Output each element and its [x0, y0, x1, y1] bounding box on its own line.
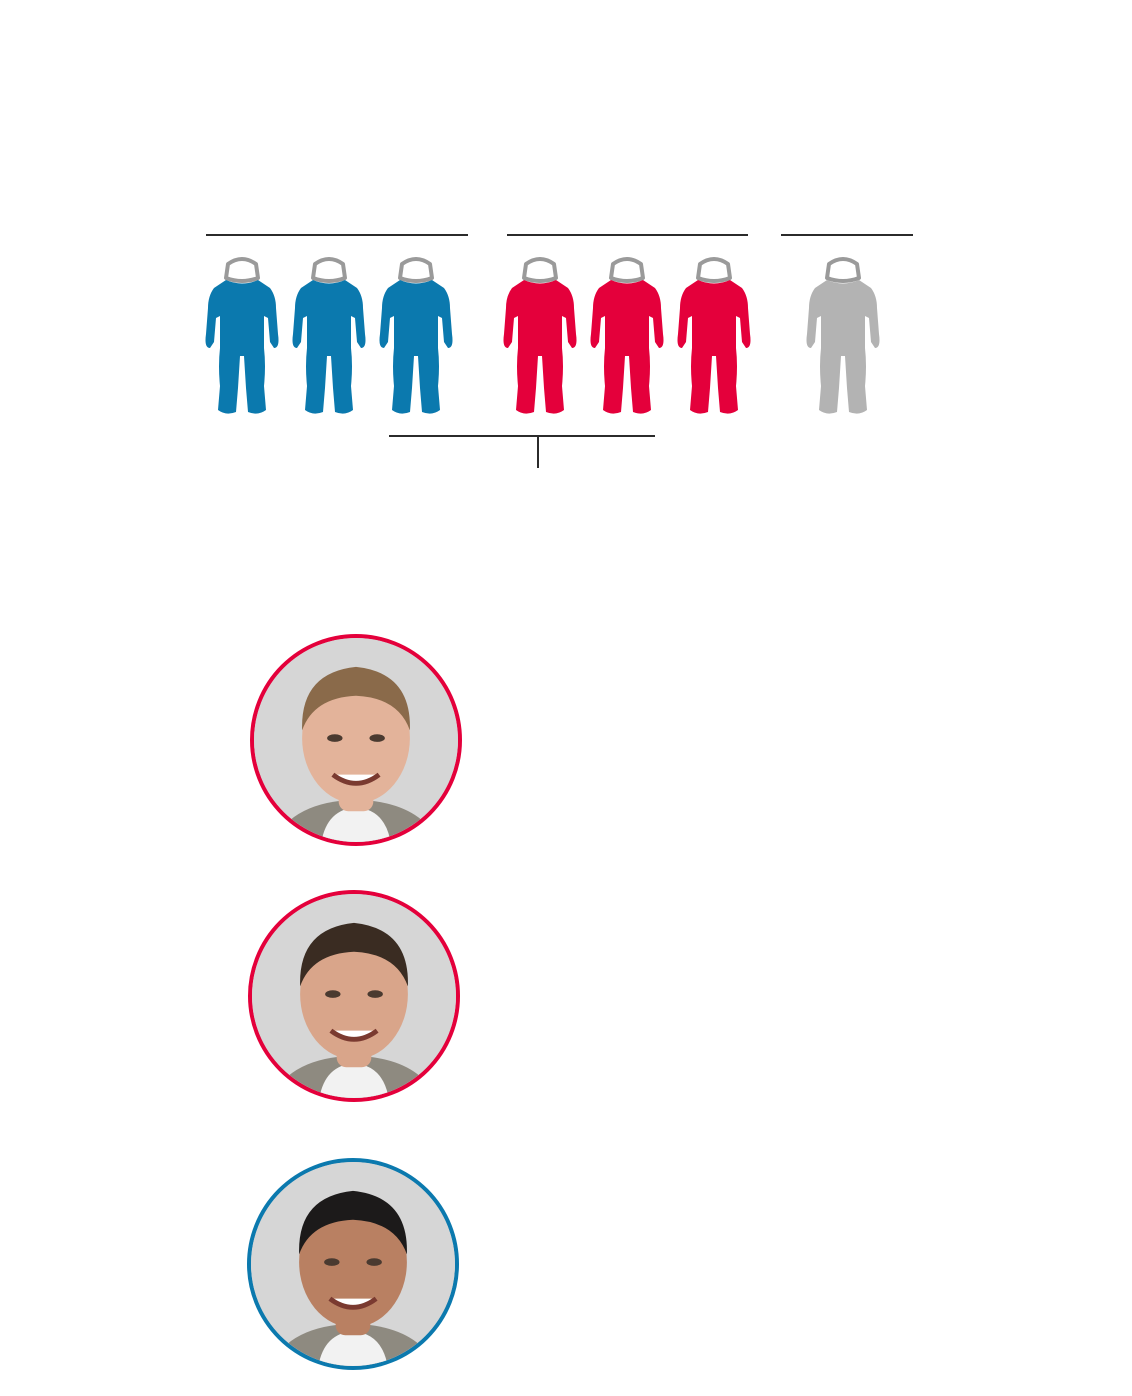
astronaut-icon: [291, 256, 367, 416]
group-bracket-red: [507, 234, 748, 236]
connector-stem: [537, 436, 539, 468]
astronaut-icon: [502, 256, 578, 416]
connector-bracket: [389, 435, 655, 437]
crew-portrait: [250, 634, 462, 846]
astronaut-icon: [378, 256, 454, 416]
crew-portrait: [248, 890, 460, 1102]
astronaut-icon: [805, 256, 881, 416]
crew-portrait: [247, 1158, 459, 1370]
astronaut-icon: [204, 256, 280, 416]
group-bracket-gray: [781, 234, 913, 236]
astronaut-icon: [676, 256, 752, 416]
astronaut-icon: [589, 256, 665, 416]
group-bracket-blue: [206, 234, 468, 236]
